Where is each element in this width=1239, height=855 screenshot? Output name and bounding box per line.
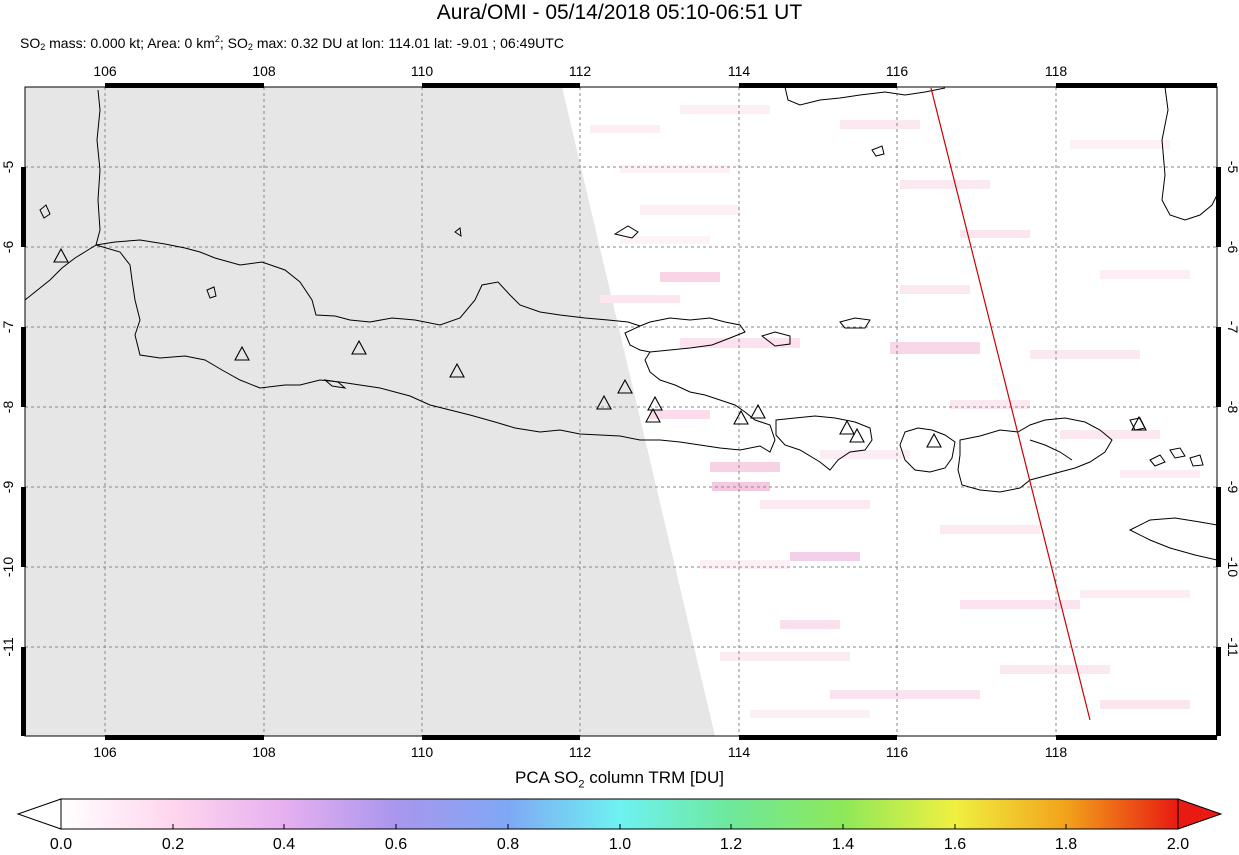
triangle-icon [234,345,250,361]
lon-label-bottom: 116 [886,744,909,760]
triangle-icon [926,432,942,448]
triangle-icon [596,394,612,410]
triangle-icon [647,395,663,411]
so2-subscript-2: 2 [247,42,253,52]
triangle-icon [733,409,749,425]
colorbar [16,798,1223,830]
lat-label-left: -11 [0,637,16,656]
lat-label-left: -5 [0,161,16,174]
lat-label-right: -7 [1225,321,1239,334]
lon-label-bottom: 112 [569,744,592,760]
lon-label-bottom: 118 [1045,744,1068,760]
colorbar-title-prefix: PCA SO [515,768,579,787]
map-frame [21,83,1221,740]
triangle-icon [750,403,766,419]
lon-label-bottom: 108 [252,744,276,760]
lat-label-right: -9 [1225,481,1239,494]
lat-label-left: -6 [0,241,16,254]
colorbar-title-suffix: column TRM [DU] [584,768,724,787]
so2-label: SO [20,35,41,51]
lat-labels: -5 -6 -7 -8 -9 -10 -11 -5 -6 -7 -8 -9 -1… [0,161,1239,657]
lat-label-right: -8 [1225,401,1239,414]
triangle-icon [449,362,465,378]
triangle-icon [839,419,855,435]
colorbar-label: 0.2 [161,836,185,853]
colorbar-label: 1.0 [608,836,632,853]
colorbar-title-sub: 2 [578,778,585,791]
lat-label-left: -7 [0,321,16,334]
so2-map: 106 108 110 112 114 116 118 106 108 110 … [0,63,1239,760]
so2-pixels [590,105,1200,718]
lon-label-bottom: 110 [411,744,434,760]
volcano-markers [53,247,1147,448]
area-superscript: 2 [214,34,220,44]
no-data-region [25,87,715,736]
lat-label-left: -9 [0,481,16,494]
colorbar-ticks [60,824,1067,829]
triangle-icon [849,427,865,443]
lon-label-top: 118 [1045,63,1068,79]
triangle-icon [617,378,633,394]
colorbar-label: 1.8 [1054,836,1078,853]
lon-label-top: 110 [411,63,434,79]
colorbar-label: 0.8 [496,836,520,853]
triangle-icon [53,247,69,263]
lat-label-left: -10 [0,557,16,577]
separator-so2-label: ; SO [219,35,248,51]
triangle-icon [351,339,367,355]
colorbar-label: 0.0 [49,836,73,853]
triangle-icon [1131,415,1147,431]
lat-label-right: -5 [1225,161,1239,174]
map-title: Aura/OMI - 05/14/2018 05:10-06:51 UT [436,1,803,24]
lat-label-left: -8 [0,401,16,414]
lon-label-top: 108 [252,63,276,79]
lon-label-top: 116 [886,63,909,79]
lat-label-right: -10 [1225,557,1239,577]
lon-label-top: 112 [569,63,592,79]
colorbar-label: 1.4 [831,836,855,853]
orbit-track [930,87,1091,721]
lat-label-right: -6 [1225,241,1239,254]
colorbar-label: 2.0 [1166,836,1190,853]
lon-label-bottom: 114 [728,744,751,760]
map-subtitle: SO2 mass: 0.000 kt; Area: 0 km2; SO2 max… [20,34,564,52]
colorbar-label: 1.6 [943,836,967,853]
triangle-icon [645,407,661,423]
colorbar-label: 0.6 [384,836,408,853]
lon-labels: 106 108 110 112 114 116 118 106 108 110 … [93,63,1067,760]
graticule [25,87,1217,736]
colorbar-title: PCA SO2 column TRM [DU] [0,768,1239,790]
colorbar-label: 0.4 [272,836,296,853]
mass-area-text: mass: 0.000 kt; Area: 0 km [45,35,215,51]
lon-label-top: 114 [728,63,751,79]
max-text: max: 0.32 DU at lon: 114.01 lat: -9.01 ;… [252,35,564,51]
lon-label-top: 106 [93,63,117,79]
lat-label-right: -11 [1225,637,1239,656]
colorbar-over-arrow [1177,798,1223,830]
colorbar-under-arrow [16,798,62,830]
lon-label-bottom: 106 [93,744,117,760]
colorbar-label: 1.2 [719,836,743,853]
so2-subscript: 2 [40,42,46,52]
